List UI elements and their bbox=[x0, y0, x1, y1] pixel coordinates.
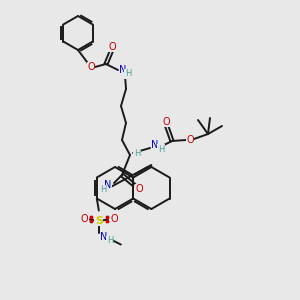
Text: H: H bbox=[106, 236, 113, 245]
Text: O: O bbox=[162, 117, 170, 127]
Text: O: O bbox=[135, 184, 143, 194]
Text: O: O bbox=[110, 214, 118, 224]
Text: N: N bbox=[100, 232, 107, 242]
Text: H: H bbox=[100, 185, 106, 194]
Text: O: O bbox=[186, 135, 194, 145]
Text: O: O bbox=[87, 62, 95, 72]
Text: N: N bbox=[151, 140, 159, 150]
Text: S: S bbox=[95, 215, 103, 226]
Text: N: N bbox=[104, 180, 112, 190]
Text: O: O bbox=[80, 214, 88, 224]
Text: H: H bbox=[134, 148, 140, 158]
Text: H: H bbox=[125, 70, 131, 79]
Text: N: N bbox=[119, 65, 127, 75]
Text: O: O bbox=[108, 42, 116, 52]
Text: H: H bbox=[158, 145, 164, 154]
